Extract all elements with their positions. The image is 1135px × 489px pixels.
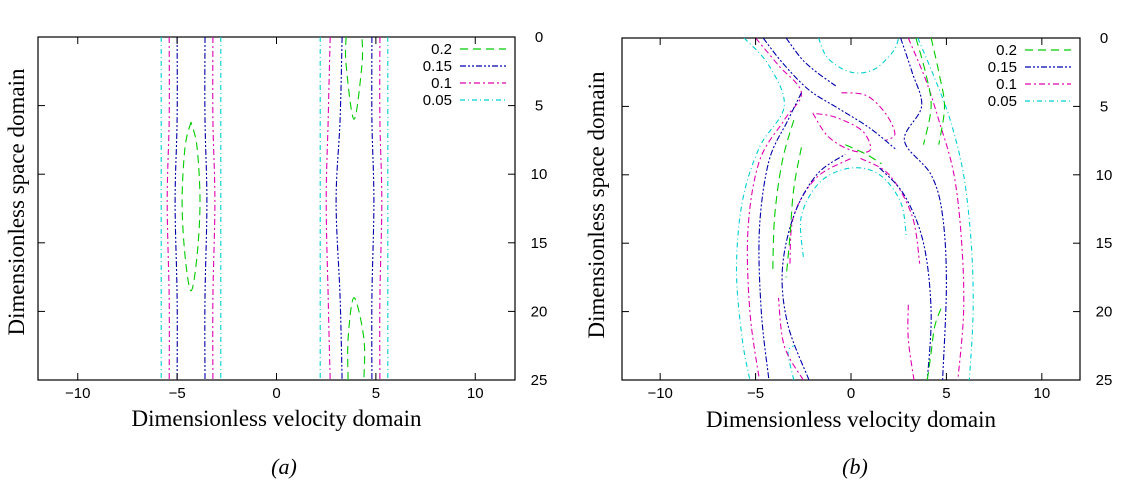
contour-line-0-15	[758, 92, 802, 380]
y-tick-label: 0	[535, 29, 543, 46]
x-axis-label-a: Dimensionless velocity domain	[131, 406, 422, 431]
x-tick-label: −5	[169, 385, 186, 402]
contour-line-0-2	[344, 37, 364, 120]
contour-line-0-05	[799, 167, 907, 257]
contour-line-0-15	[762, 38, 898, 151]
contour-line-0-1	[212, 37, 216, 380]
contour-lines-b	[735, 38, 974, 380]
contour-line-0-1	[379, 37, 383, 380]
legend-label: 0.05	[423, 92, 452, 109]
contour-line-0-2	[347, 297, 366, 380]
contour-line-0-15	[335, 37, 343, 380]
y-tick-label: 25	[531, 372, 548, 389]
y-tick-label: 5	[535, 98, 543, 115]
y-tick-label: 20	[531, 303, 548, 320]
contour-line-0-1	[325, 37, 331, 380]
y-ticks-b: 0 5 10 15 20 25	[622, 30, 1112, 389]
caption-b: (b)	[842, 454, 868, 479]
x-tick-label: 10	[467, 385, 484, 402]
y-ticks-a: 0 5 10 15 20 25	[38, 29, 547, 389]
contour-line-0-1	[812, 112, 872, 153]
x-tick-label: 0	[847, 385, 855, 402]
contour-line-0-2	[915, 38, 932, 145]
contour-line-0-15	[174, 37, 178, 380]
y-tick-label: 15	[531, 235, 548, 252]
legend-b: 0.20.150.10.05	[988, 42, 1071, 110]
x-tick-label: 0	[272, 385, 280, 402]
y-tick-label: 15	[1096, 235, 1113, 252]
contour-line-0-1	[746, 38, 802, 380]
contour-line-0-15	[879, 167, 932, 380]
x-tick-label: 5	[942, 385, 950, 402]
contour-line-0-1	[907, 304, 915, 380]
contour-line-0-05	[787, 345, 795, 380]
contour-line-0-2	[845, 144, 882, 165]
contour-line-0-15	[900, 38, 947, 380]
contour-line-0-1	[860, 157, 921, 264]
legend-label: 0.15	[988, 59, 1017, 76]
x-tick-label: 10	[1033, 385, 1050, 402]
y-tick-label: 10	[1096, 167, 1113, 184]
contour-lines-a	[160, 37, 389, 380]
contour-line-0-15	[371, 37, 375, 380]
legend-a: 0.20.150.10.05	[423, 41, 506, 109]
x-tick-label: 5	[372, 385, 380, 402]
y-tick-label: 5	[1100, 98, 1108, 115]
y-tick-label: 10	[531, 166, 548, 183]
contour-line-0-15	[785, 38, 837, 87]
x-ticks-b: −10 −5 0 5 10	[647, 38, 1050, 402]
contour-line-0-05	[917, 38, 974, 380]
caption-a: (a)	[271, 454, 297, 479]
contour-line-0-1	[789, 157, 852, 264]
contour-line-0-15	[204, 37, 208, 380]
legend-label: 0.1	[431, 75, 452, 92]
contour-line-0-2	[785, 147, 802, 278]
x-tick-label: −10	[65, 385, 90, 402]
legend-label: 0.2	[996, 42, 1017, 59]
contour-line-0-2	[926, 304, 944, 380]
chart-panel-b: −10 −5 0 5 10 0 5 10 15 20 25 0.20.150.10.05 Dime…	[584, 30, 1112, 479]
contour-line-0-1	[841, 92, 896, 142]
contour-line-0-1	[907, 38, 965, 380]
legend-label: 0.05	[988, 93, 1017, 110]
y-tick-label: 0	[1100, 30, 1108, 47]
contour-line-0-15	[781, 153, 846, 380]
legend-label: 0.2	[431, 41, 452, 58]
contour-line-0-05	[818, 38, 900, 74]
legend-label: 0.15	[423, 58, 452, 75]
contour-line-0-05	[735, 38, 785, 380]
chart-panel-a: −10 −5 0 5 10 0 5 10 15 20 25 0.20.150.10.05 Dime…	[4, 29, 547, 479]
x-ticks-a: −10 −5 0 5 10	[65, 37, 484, 402]
contour-line-0-2	[772, 119, 795, 271]
contour-line-0-2	[930, 38, 946, 145]
x-tick-label: −5	[747, 385, 764, 402]
legend-label: 0.1	[996, 76, 1017, 93]
contour-line-0-1	[166, 37, 170, 380]
contour-line-0-2	[181, 121, 201, 292]
y-tick-label: 25	[1096, 372, 1113, 389]
x-tick-label: −10	[647, 385, 672, 402]
y-axis-label-b: Dimensionless space domain	[584, 71, 609, 339]
y-axis-label-a: Dimensionless space domain	[4, 68, 29, 336]
x-axis-label-b: Dimensionless velocity domain	[706, 407, 997, 432]
y-tick-label: 20	[1096, 304, 1113, 321]
